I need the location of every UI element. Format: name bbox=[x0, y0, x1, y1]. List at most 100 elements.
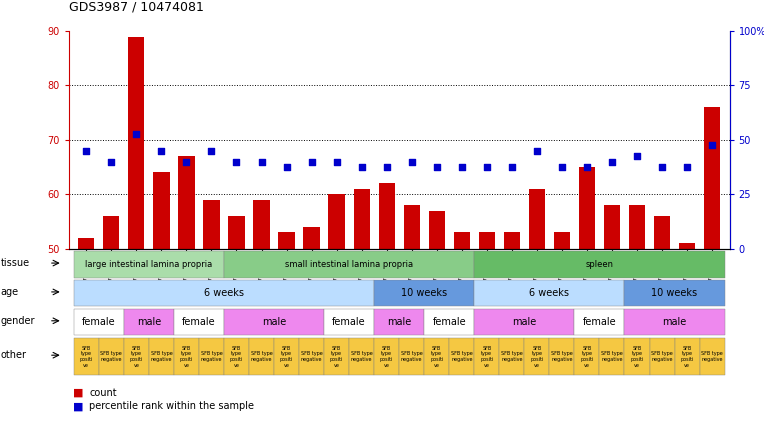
Text: GDS3987 / 10474081: GDS3987 / 10474081 bbox=[69, 0, 204, 13]
Point bbox=[706, 142, 718, 149]
Bar bbox=[254, 200, 270, 249]
Text: female: female bbox=[182, 317, 215, 327]
Bar bbox=[503, 232, 520, 249]
Point bbox=[581, 163, 593, 170]
Text: SFB
type
positi
ve: SFB type positi ve bbox=[430, 345, 443, 368]
Text: SFB type
negative: SFB type negative bbox=[100, 351, 122, 362]
Text: SFB
type
positi
ve: SFB type positi ve bbox=[580, 345, 594, 368]
Bar bbox=[529, 189, 545, 249]
Bar bbox=[679, 243, 695, 249]
Point bbox=[656, 163, 668, 170]
Text: SFB
type
positi
ve: SFB type positi ve bbox=[630, 345, 644, 368]
Point bbox=[306, 158, 318, 165]
Point bbox=[531, 147, 543, 155]
Text: 6 weeks: 6 weeks bbox=[204, 288, 244, 298]
Point bbox=[681, 163, 693, 170]
Text: SFB
type
positi
ve: SFB type positi ve bbox=[681, 345, 694, 368]
Point bbox=[506, 163, 518, 170]
Point bbox=[355, 163, 367, 170]
Text: male: male bbox=[137, 317, 161, 327]
Bar bbox=[454, 232, 470, 249]
Text: tissue: tissue bbox=[1, 258, 30, 268]
Point bbox=[481, 163, 493, 170]
Bar bbox=[354, 189, 370, 249]
Text: 10 weeks: 10 weeks bbox=[401, 288, 447, 298]
Text: age: age bbox=[1, 287, 19, 297]
Bar bbox=[178, 156, 195, 249]
Text: SFB type
negative: SFB type negative bbox=[201, 351, 222, 362]
Text: SFB
type
positi
ve: SFB type positi ve bbox=[530, 345, 543, 368]
Text: SFB type
negative: SFB type negative bbox=[701, 351, 723, 362]
Bar bbox=[629, 205, 645, 249]
Text: percentile rank within the sample: percentile rank within the sample bbox=[89, 401, 254, 411]
Text: count: count bbox=[89, 388, 117, 398]
Text: male: male bbox=[662, 317, 687, 327]
Point bbox=[280, 163, 293, 170]
Bar bbox=[329, 194, 345, 249]
Bar bbox=[128, 36, 144, 249]
Bar bbox=[579, 167, 595, 249]
Bar bbox=[479, 232, 495, 249]
Text: 6 weeks: 6 weeks bbox=[529, 288, 569, 298]
Text: SFB
type
positi
ve: SFB type positi ve bbox=[280, 345, 293, 368]
Point bbox=[80, 147, 92, 155]
Point bbox=[231, 158, 243, 165]
Text: male: male bbox=[512, 317, 536, 327]
Text: SFB type
negative: SFB type negative bbox=[351, 351, 373, 362]
Point bbox=[105, 158, 118, 165]
Text: SFB type
negative: SFB type negative bbox=[151, 351, 172, 362]
Text: SFB
type
positi
ve: SFB type positi ve bbox=[180, 345, 193, 368]
Bar bbox=[278, 232, 295, 249]
Text: SFB type
negative: SFB type negative bbox=[301, 351, 322, 362]
Bar bbox=[303, 227, 319, 249]
Text: female: female bbox=[82, 317, 115, 327]
Text: other: other bbox=[1, 350, 27, 360]
Point bbox=[155, 147, 167, 155]
Text: SFB
type
positi
ve: SFB type positi ve bbox=[79, 345, 93, 368]
Point bbox=[406, 158, 418, 165]
Text: male: male bbox=[387, 317, 411, 327]
Text: ■: ■ bbox=[73, 388, 83, 398]
Point bbox=[555, 163, 568, 170]
Bar bbox=[228, 216, 244, 249]
Text: ■: ■ bbox=[73, 401, 83, 411]
Text: female: female bbox=[332, 317, 366, 327]
Text: SFB type
negative: SFB type negative bbox=[251, 351, 273, 362]
Bar bbox=[203, 200, 219, 249]
Text: 10 weeks: 10 weeks bbox=[652, 288, 698, 298]
Point bbox=[631, 153, 643, 160]
Text: SFB type
negative: SFB type negative bbox=[401, 351, 422, 362]
Text: female: female bbox=[432, 317, 466, 327]
Text: female: female bbox=[583, 317, 617, 327]
Bar bbox=[604, 205, 620, 249]
Text: SFB
type
positi
ve: SFB type positi ve bbox=[380, 345, 393, 368]
Point bbox=[206, 147, 218, 155]
Text: small intestinal lamina propria: small intestinal lamina propria bbox=[285, 260, 413, 269]
Text: SFB type
negative: SFB type negative bbox=[651, 351, 673, 362]
Point bbox=[130, 131, 142, 138]
Text: SFB
type
positi
ve: SFB type positi ve bbox=[230, 345, 243, 368]
Text: SFB
type
positi
ve: SFB type positi ve bbox=[330, 345, 343, 368]
Bar bbox=[78, 238, 95, 249]
Bar bbox=[154, 173, 170, 249]
Text: male: male bbox=[262, 317, 286, 327]
Point bbox=[455, 163, 468, 170]
Text: SFB type
negative: SFB type negative bbox=[601, 351, 623, 362]
Bar bbox=[704, 107, 720, 249]
Text: SFB
type
positi
ve: SFB type positi ve bbox=[480, 345, 494, 368]
Bar bbox=[378, 183, 395, 249]
Point bbox=[331, 158, 343, 165]
Point bbox=[431, 163, 443, 170]
Point bbox=[180, 158, 193, 165]
Point bbox=[606, 158, 618, 165]
Bar bbox=[554, 232, 570, 249]
Bar bbox=[429, 210, 445, 249]
Text: SFB
type
positi
ve: SFB type positi ve bbox=[130, 345, 143, 368]
Text: large intestinal lamina propria: large intestinal lamina propria bbox=[86, 260, 212, 269]
Text: SFB type
negative: SFB type negative bbox=[551, 351, 573, 362]
Bar bbox=[103, 216, 119, 249]
Text: SFB type
negative: SFB type negative bbox=[451, 351, 473, 362]
Bar bbox=[403, 205, 420, 249]
Bar bbox=[654, 216, 670, 249]
Text: spleen: spleen bbox=[585, 260, 613, 269]
